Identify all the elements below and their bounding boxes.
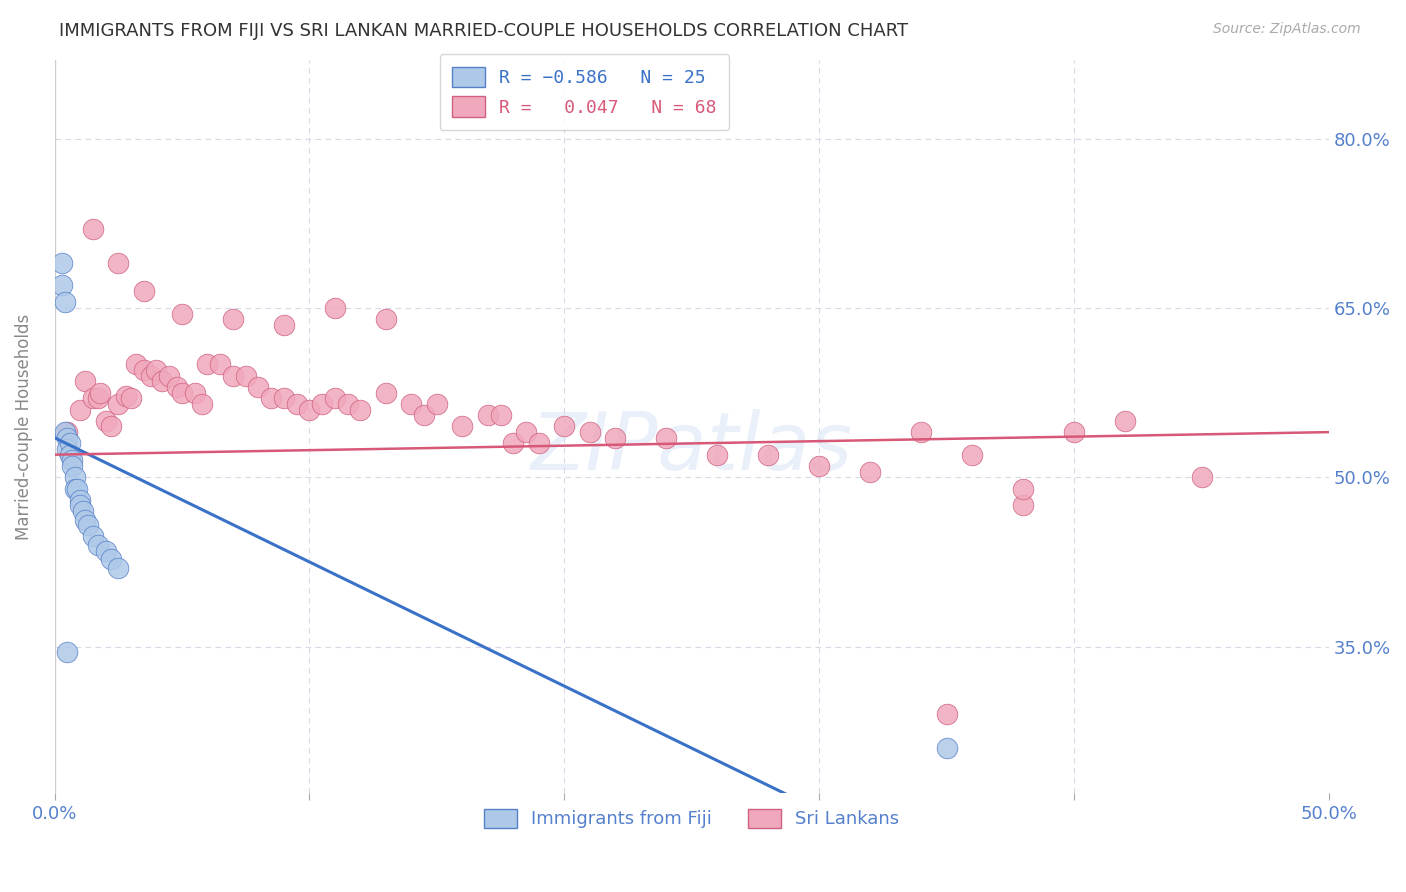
Point (170, 307, 193, 321)
Point (75, 513, 97, 527)
Point (59, 436, 82, 450)
Point (63, 482, 86, 496)
Point (53, 295, 76, 310)
Point (157, 368, 180, 383)
Point (336, 397, 359, 411)
Point (311, 397, 333, 411)
Point (527, 436, 550, 450)
Point (72, 504, 94, 518)
Point (935, 707, 957, 722)
Point (1191, 470, 1213, 484)
Point (89, 385, 111, 400)
Text: Source: ZipAtlas.com: Source: ZipAtlas.com (1213, 22, 1361, 37)
Point (349, 402, 371, 417)
Point (323, 301, 346, 315)
Point (859, 465, 882, 479)
Point (51, 256, 73, 270)
Point (1114, 414, 1136, 428)
Point (553, 419, 575, 434)
Point (150, 374, 173, 388)
Point (515, 425, 537, 439)
Point (655, 431, 678, 445)
Point (120, 391, 142, 405)
Point (107, 256, 129, 270)
Point (285, 397, 308, 411)
Point (94, 414, 117, 428)
Point (56, 431, 79, 445)
Point (1063, 425, 1085, 439)
Point (82, 222, 104, 236)
Point (66, 482, 89, 496)
Legend: Immigrants from Fiji, Sri Lankans: Immigrants from Fiji, Sri Lankans (477, 801, 907, 836)
Y-axis label: Married-couple Households: Married-couple Households (15, 313, 32, 540)
Point (100, 419, 122, 434)
Point (56, 645, 79, 659)
Point (960, 448, 983, 462)
Text: IMMIGRANTS FROM FIJI VS SRI LANKAN MARRIED-COUPLE HOUSEHOLDS CORRELATION CHART: IMMIGRANTS FROM FIJI VS SRI LANKAN MARRI… (59, 22, 908, 40)
Point (756, 448, 779, 462)
Point (53, 425, 76, 439)
Point (69, 402, 91, 417)
Point (183, 385, 205, 400)
Point (60, 458, 83, 473)
Point (413, 408, 436, 422)
Point (56, 442, 79, 456)
Point (132, 284, 155, 298)
Point (75, 374, 97, 388)
Point (82, 529, 104, 543)
Point (298, 402, 321, 417)
Point (247, 380, 270, 394)
Point (578, 425, 600, 439)
Point (935, 741, 957, 756)
Point (477, 408, 499, 422)
Point (605, 431, 627, 445)
Text: ZIPatlas: ZIPatlas (530, 409, 853, 488)
Point (426, 397, 449, 411)
Point (1012, 499, 1035, 513)
Point (82, 391, 104, 405)
Point (273, 391, 295, 405)
Point (197, 358, 219, 372)
Point (56, 425, 79, 439)
Point (235, 368, 257, 383)
Point (260, 391, 283, 405)
Point (76, 517, 98, 532)
Point (100, 551, 122, 566)
Point (132, 363, 155, 377)
Point (107, 560, 129, 574)
Point (115, 389, 138, 403)
Point (502, 436, 524, 450)
Point (87, 538, 110, 552)
Point (107, 397, 129, 411)
Point (191, 397, 214, 411)
Point (401, 397, 423, 411)
Point (69, 492, 91, 507)
Point (170, 385, 193, 400)
Point (910, 425, 932, 439)
Point (706, 448, 728, 462)
Point (1012, 482, 1035, 496)
Point (222, 368, 245, 383)
Point (87, 391, 110, 405)
Point (145, 363, 167, 377)
Point (166, 380, 188, 394)
Point (374, 385, 396, 400)
Point (273, 318, 295, 332)
Point (69, 499, 91, 513)
Point (451, 419, 474, 434)
Point (222, 312, 245, 326)
Point (808, 458, 831, 473)
Point (141, 368, 163, 383)
Point (374, 312, 396, 326)
Point (209, 358, 232, 372)
Point (63, 470, 86, 484)
Point (323, 391, 346, 405)
Point (489, 408, 512, 422)
Point (94, 543, 117, 558)
Point (125, 358, 148, 372)
Point (60, 453, 83, 467)
Point (51, 278, 73, 293)
Point (59, 448, 82, 462)
